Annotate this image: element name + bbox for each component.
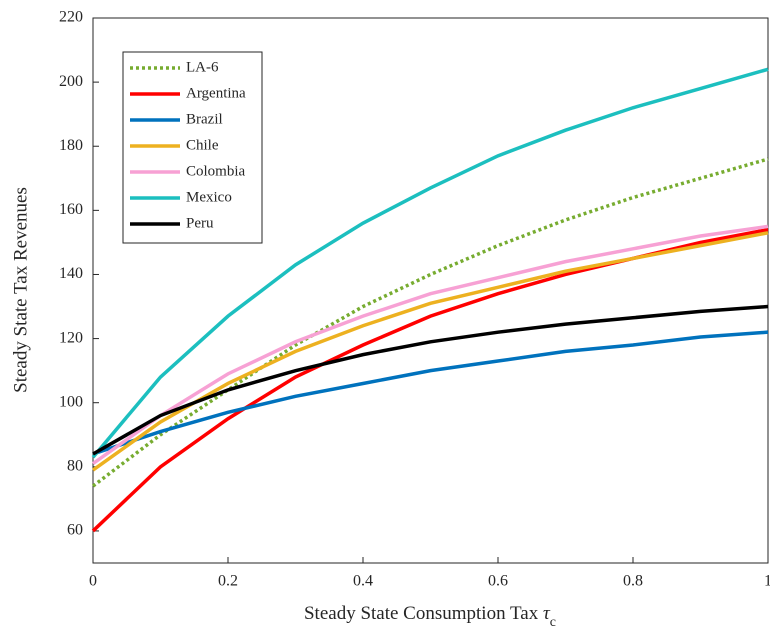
legend-label: Mexico	[186, 189, 232, 205]
x-tick-label: 1	[764, 573, 770, 590]
x-tick-label: 0.8	[623, 573, 643, 590]
y-tick-label: 120	[59, 329, 83, 346]
legend-label: Argentina	[186, 85, 246, 101]
series-line	[91, 224, 769, 466]
x-tick-label: 0.4	[353, 573, 373, 590]
y-tick-label: 160	[59, 201, 83, 218]
legend-label: Brazil	[186, 111, 223, 127]
series-line	[92, 304, 769, 456]
y-tick-label: 220	[59, 9, 83, 26]
x-label-symbol: τ	[543, 603, 551, 624]
series-line	[91, 231, 769, 472]
x-axis-label: Steady State Consumption Tax τc	[304, 603, 556, 630]
y-tick-label: 140	[59, 265, 83, 282]
y-tick-label: 100	[59, 393, 83, 410]
x-tick-label: 0.2	[218, 573, 238, 590]
legend-label: Peru	[186, 215, 214, 231]
legend-label: Chile	[186, 137, 219, 153]
x-label-subscript: c	[550, 615, 556, 630]
y-tick-label: 60	[67, 522, 83, 539]
series-line	[92, 330, 769, 456]
y-tick-label: 200	[59, 73, 83, 90]
x-label-text: Steady State Consumption Tax	[304, 603, 539, 624]
y-tick-label: 80	[67, 457, 83, 474]
series-line	[91, 157, 769, 488]
series-line	[91, 67, 769, 459]
y-tick-label: 180	[59, 137, 83, 154]
legend-label: LA-6	[186, 59, 219, 75]
legend-label: Colombia	[186, 163, 246, 179]
x-tick-label: 0.6	[488, 573, 508, 590]
legend: LA-6 Argentina Brazil Chile Colombia Mexico Pe…	[122, 51, 263, 244]
x-tick-label: 0	[89, 573, 97, 590]
y-axis-label: Steady State Tax Revenues	[10, 187, 31, 393]
